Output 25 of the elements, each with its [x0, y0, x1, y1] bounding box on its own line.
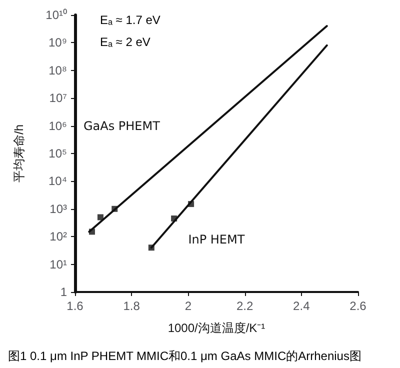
- annotation: Eₐ ≈ 1.7 eV: [100, 13, 160, 27]
- y-tick-label: 10⁶: [48, 118, 68, 133]
- y-tick-label: 10⁴: [48, 174, 67, 188]
- x-tick-label: 2: [184, 299, 192, 313]
- y-tick-label: 10⁸: [48, 63, 67, 78]
- y-tick-label: 10⁹: [48, 36, 67, 50]
- x-tick-label: 2.4: [293, 299, 310, 313]
- x-tick-label: 2.6: [350, 299, 367, 313]
- x-tick-label: 2.2: [236, 299, 254, 313]
- y-tick-label: 10⁵: [48, 146, 68, 160]
- x-tick-label: 1.8: [123, 299, 140, 313]
- x-axis-title: 1000/沟道温度/K⁻¹: [168, 321, 266, 335]
- annotation: Eₐ ≈ 2 eV: [100, 35, 150, 49]
- y-tick-label: 10⁷: [49, 91, 67, 106]
- text: GaAs PHEMT: [83, 118, 161, 133]
- series-label: InP HEMT: [188, 232, 246, 246]
- y-tick-label: 10¹⁰: [46, 8, 67, 22]
- y-tick-label: 10³: [50, 202, 68, 216]
- point: [97, 214, 104, 220]
- y-axis-title: 平均寿命/h: [12, 124, 26, 183]
- x-tick-label: 1.6: [66, 299, 84, 313]
- y-tick-label: 10²: [50, 230, 68, 244]
- y-tick-label: 10¹: [50, 257, 68, 272]
- y-tick-label: 1: [60, 285, 68, 299]
- caption: 图1 0.1 μm InP PHEMT MMIC和0.1 μm GaAs MMIC的Arrhenius图: [8, 349, 362, 363]
